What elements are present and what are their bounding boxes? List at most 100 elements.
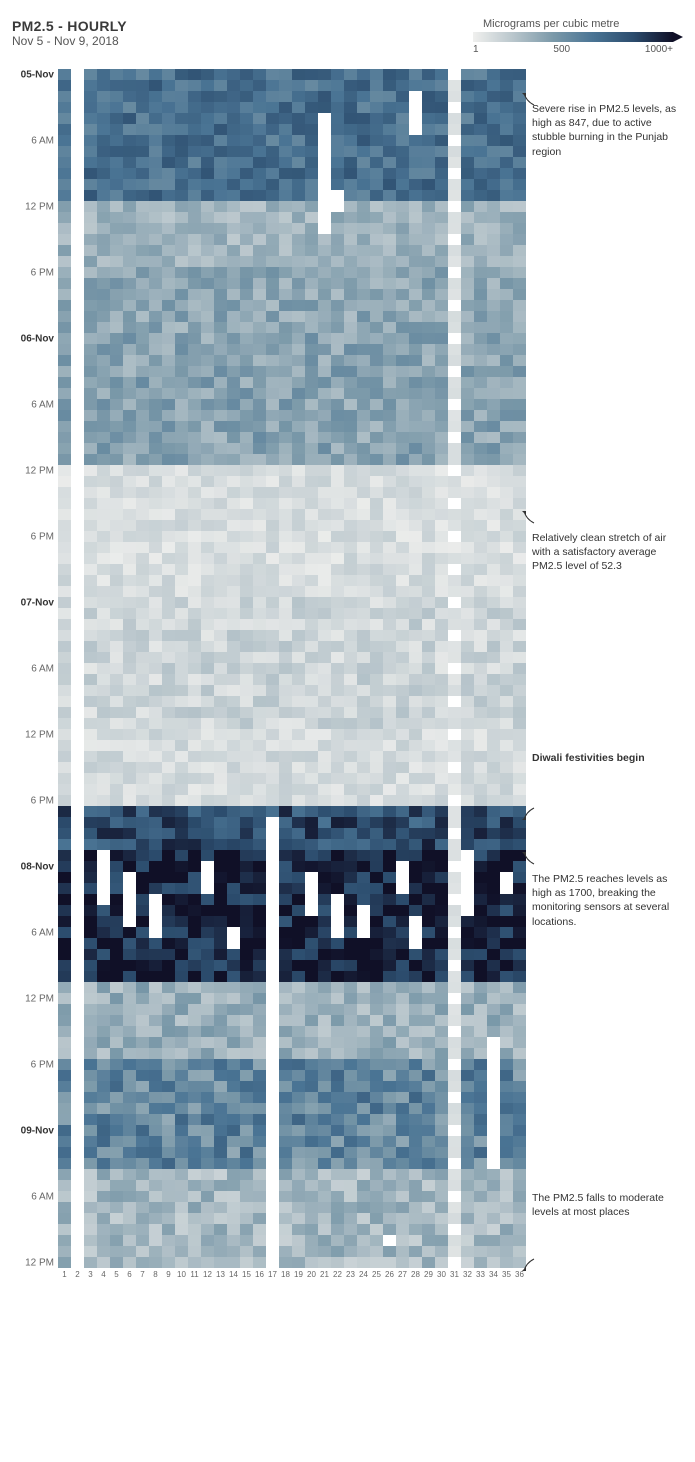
heatmap-cell xyxy=(110,1004,123,1015)
heatmap-cell xyxy=(136,1191,149,1202)
heatmap-cell xyxy=(266,366,279,377)
heatmap-cell xyxy=(162,1246,175,1257)
heatmap-cell xyxy=(383,839,396,850)
heatmap-cell xyxy=(344,1081,357,1092)
heatmap-cell xyxy=(513,872,526,883)
heatmap-cell xyxy=(136,399,149,410)
heatmap-cell xyxy=(357,553,370,564)
heatmap-cell xyxy=(461,828,474,839)
heatmap-cell xyxy=(344,113,357,124)
heatmap-cell xyxy=(188,388,201,399)
heatmap-cell xyxy=(409,256,422,267)
heatmap-cell xyxy=(461,311,474,322)
heatmap-cell xyxy=(175,641,188,652)
heatmap-cell xyxy=(396,135,409,146)
heatmap-cell xyxy=(149,344,162,355)
heatmap-cell xyxy=(175,102,188,113)
heatmap-cell xyxy=(461,982,474,993)
x-tick-label: 17 xyxy=(266,1270,279,1279)
heatmap-cell xyxy=(474,883,487,894)
heatmap-cell xyxy=(162,399,175,410)
heatmap-cell xyxy=(500,850,513,861)
heatmap-cell xyxy=(305,784,318,795)
heatmap-cell xyxy=(110,410,123,421)
heatmap-cell xyxy=(331,1191,344,1202)
heatmap-cell xyxy=(513,1180,526,1191)
heatmap-cell xyxy=(461,124,474,135)
heatmap-cell xyxy=(136,1158,149,1169)
heatmap-cell xyxy=(253,971,266,982)
heatmap-cell xyxy=(97,102,110,113)
heatmap-cell xyxy=(162,817,175,828)
heatmap-cell xyxy=(188,113,201,124)
heatmap-cell xyxy=(318,1257,331,1268)
heatmap-cell xyxy=(409,542,422,553)
heatmap-cell xyxy=(500,1191,513,1202)
heatmap-cell xyxy=(201,498,214,509)
heatmap-cell xyxy=(58,1246,71,1257)
heatmap-cell xyxy=(136,982,149,993)
heatmap-row xyxy=(58,245,526,256)
heatmap-cell xyxy=(305,971,318,982)
heatmap-cell xyxy=(331,740,344,751)
heatmap-cell xyxy=(370,850,383,861)
heatmap-cell xyxy=(422,1048,435,1059)
heatmap-cell xyxy=(409,806,422,817)
heatmap-cell xyxy=(500,520,513,531)
heatmap-cell xyxy=(318,1147,331,1158)
heatmap-row xyxy=(58,696,526,707)
heatmap-cell xyxy=(357,1048,370,1059)
heatmap-cell xyxy=(97,652,110,663)
heatmap-cell xyxy=(162,993,175,1004)
heatmap-cell xyxy=(474,575,487,586)
heatmap-cell xyxy=(461,696,474,707)
heatmap-cell xyxy=(84,91,97,102)
heatmap-cell xyxy=(474,80,487,91)
heatmap-cell xyxy=(331,124,344,135)
heatmap-cell xyxy=(97,234,110,245)
heatmap-cell xyxy=(513,157,526,168)
heatmap-cell xyxy=(188,322,201,333)
heatmap-row xyxy=(58,102,526,113)
heatmap-cell xyxy=(461,498,474,509)
heatmap-cell xyxy=(513,905,526,916)
heatmap-cell xyxy=(435,421,448,432)
heatmap-cell xyxy=(318,652,331,663)
heatmap-cell xyxy=(175,1191,188,1202)
heatmap-cell xyxy=(58,1224,71,1235)
heatmap-cell xyxy=(175,113,188,124)
heatmap-cell xyxy=(435,135,448,146)
heatmap-cell xyxy=(318,663,331,674)
heatmap-cell xyxy=(474,795,487,806)
heatmap-cell xyxy=(318,696,331,707)
heatmap-cell xyxy=(266,993,279,1004)
heatmap-cell xyxy=(97,707,110,718)
heatmap-cell xyxy=(292,278,305,289)
heatmap-cell xyxy=(97,69,110,80)
heatmap-cell xyxy=(513,1015,526,1026)
heatmap-cell xyxy=(188,432,201,443)
heatmap-cell xyxy=(97,333,110,344)
heatmap-cell xyxy=(58,465,71,476)
heatmap-cell xyxy=(201,179,214,190)
heatmap-cell xyxy=(227,388,240,399)
heatmap-cell xyxy=(318,674,331,685)
heatmap-cell xyxy=(383,102,396,113)
heatmap-cell xyxy=(344,300,357,311)
heatmap-cell xyxy=(461,564,474,575)
heatmap-cell xyxy=(409,1059,422,1070)
heatmap-cell xyxy=(461,278,474,289)
heatmap-cell xyxy=(448,1169,461,1180)
heatmap-cell xyxy=(513,1213,526,1224)
heatmap-cell xyxy=(409,1081,422,1092)
heatmap-cell xyxy=(58,388,71,399)
heatmap-cell xyxy=(110,1070,123,1081)
heatmap-cell xyxy=(487,740,500,751)
heatmap-cell xyxy=(253,366,266,377)
heatmap-cell xyxy=(422,1213,435,1224)
heatmap-cell xyxy=(175,399,188,410)
heatmap-cell xyxy=(240,883,253,894)
heatmap-cell xyxy=(331,1092,344,1103)
heatmap-cell xyxy=(305,1191,318,1202)
heatmap-cell xyxy=(97,487,110,498)
